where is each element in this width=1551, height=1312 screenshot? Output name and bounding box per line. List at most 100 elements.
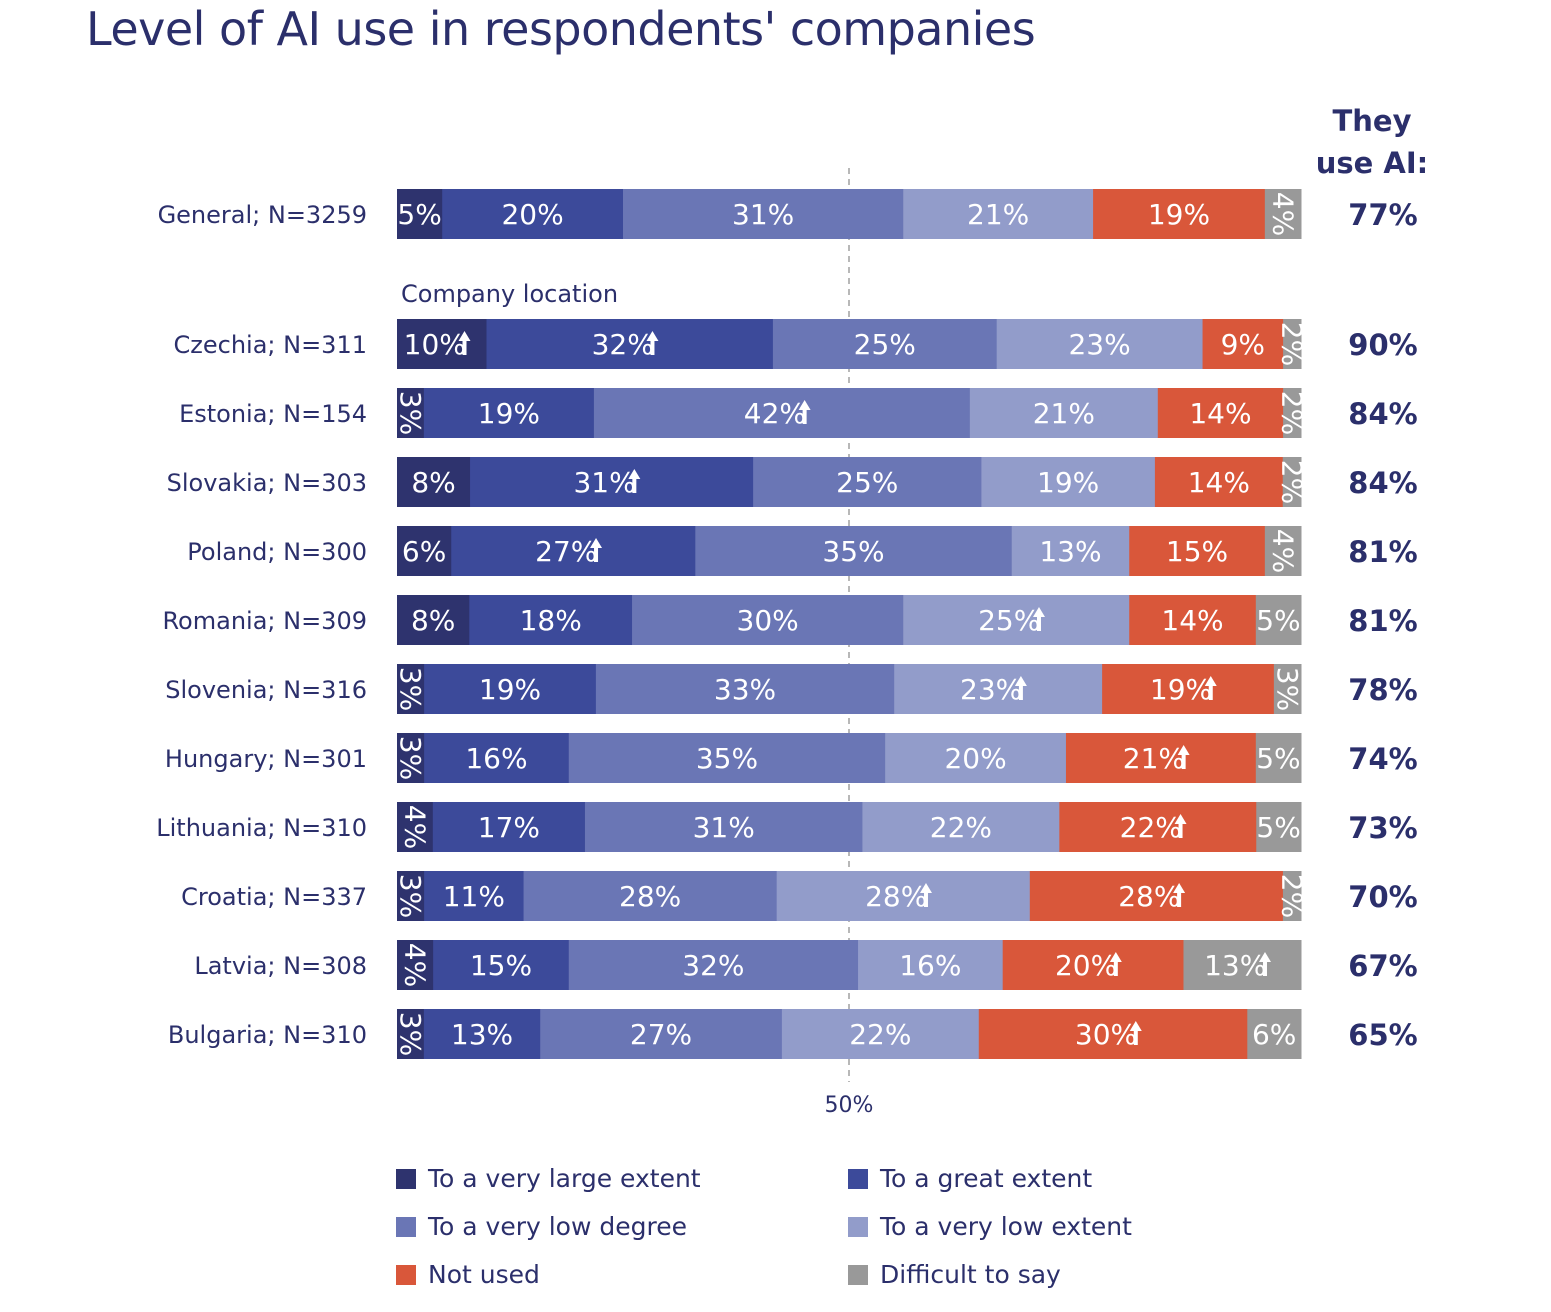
segment-label: 35% bbox=[822, 535, 884, 568]
segment-label: 28% bbox=[865, 880, 927, 913]
axis-marker-label: 50% bbox=[825, 1093, 874, 1118]
segment-label: 35% bbox=[696, 742, 758, 775]
bar-segment bbox=[523, 871, 778, 921]
segment-label: 27% bbox=[535, 535, 597, 568]
segment-label: 15% bbox=[1166, 535, 1228, 568]
segment-label: 20% bbox=[501, 198, 563, 231]
bar-segment bbox=[978, 1009, 1248, 1059]
segment-label: 13% bbox=[1039, 535, 1101, 568]
bar-segment bbox=[397, 319, 488, 369]
segment-label: 11% bbox=[443, 880, 505, 913]
significance-up-arrow-icon bbox=[1129, 1021, 1142, 1045]
category-label: Lithuania; N=310 bbox=[156, 814, 367, 842]
bar-segment bbox=[885, 733, 1067, 783]
legend-item: Difficult to say bbox=[848, 1260, 1061, 1289]
segment-label: 31% bbox=[573, 466, 635, 499]
segment-label: 2% bbox=[1275, 460, 1308, 504]
segment-label: 4% bbox=[1266, 192, 1299, 236]
bar-segment bbox=[568, 733, 886, 783]
chart-title: Level of AI use in respondents' companie… bbox=[86, 2, 1036, 56]
significance-up-arrow-icon bbox=[1258, 952, 1271, 976]
segment-label: 22% bbox=[930, 811, 992, 844]
total-label: 90% bbox=[1348, 328, 1417, 362]
bar-segment bbox=[1093, 189, 1266, 239]
category-label: Estonia; N=154 bbox=[179, 400, 367, 428]
legend-swatch bbox=[848, 1264, 868, 1285]
segment-label: 23% bbox=[960, 673, 1022, 706]
category-label: Poland; N=300 bbox=[187, 538, 367, 566]
bar-segment bbox=[397, 526, 452, 576]
significance-up-arrow-icon bbox=[1173, 883, 1186, 907]
significance-up-arrow-icon bbox=[628, 469, 641, 493]
bar-segment bbox=[470, 457, 754, 507]
bar-segment bbox=[623, 189, 904, 239]
bar-segment bbox=[632, 595, 904, 645]
bar-segment bbox=[1282, 457, 1302, 507]
bar-segment bbox=[397, 457, 471, 507]
legend-item: To a very large extent bbox=[396, 1164, 701, 1193]
segment-label: 10% bbox=[404, 328, 466, 361]
bar-row: Lithuania; N=310 4% 17% 31% 22% 22% 5% 73% bbox=[156, 802, 1418, 852]
bar-segment bbox=[397, 802, 434, 852]
total-header-line: They bbox=[1333, 104, 1412, 138]
bar-segment bbox=[1202, 319, 1284, 369]
segment-label: 5% bbox=[1256, 811, 1300, 844]
segment-label: 6% bbox=[402, 535, 446, 568]
segment-label: 19% bbox=[1150, 673, 1212, 706]
total-label: 84% bbox=[1348, 466, 1417, 500]
segment-label: 31% bbox=[732, 198, 794, 231]
segment-label: 3% bbox=[1271, 667, 1304, 711]
bar-segment bbox=[397, 595, 470, 645]
segment-label: 33% bbox=[714, 673, 776, 706]
segment-label: 4% bbox=[398, 805, 431, 849]
bar-segment bbox=[397, 664, 425, 714]
total-label: 65% bbox=[1348, 1018, 1417, 1052]
bar-segment bbox=[996, 319, 1204, 369]
stacked-bar-chart: 50% They use AI: Company location General; N… bbox=[156, 104, 1429, 1118]
segment-label: 8% bbox=[411, 604, 455, 637]
segment-label: 21% bbox=[1033, 397, 1095, 430]
segment-label: 23% bbox=[1068, 328, 1130, 361]
category-label: Croatia; N=337 bbox=[181, 883, 367, 911]
segment-label: 13% bbox=[1204, 949, 1266, 982]
total-label: 78% bbox=[1348, 673, 1417, 707]
segment-label: 5% bbox=[1256, 742, 1300, 775]
bar-row: Estonia; N=154 3% 19% 42% 21% 14% 2% 84% bbox=[179, 388, 1418, 438]
total-header-line: use AI: bbox=[1316, 146, 1429, 180]
bar-row: Czechia; N=311 10% 32% 25% 23% 9% 2% 90% bbox=[174, 319, 1418, 369]
bar-segment bbox=[858, 940, 1004, 990]
bar-row: Romania; N=309 8% 18% 30% 25% 14% 5% 81% bbox=[162, 595, 1418, 645]
significance-up-arrow-icon bbox=[1204, 676, 1217, 700]
segment-label: 13% bbox=[451, 1018, 513, 1051]
segment-label: 4% bbox=[1266, 529, 1299, 573]
legend-label: To a very low extent bbox=[880, 1212, 1132, 1241]
segment-label: 18% bbox=[520, 604, 582, 637]
segment-label: 3% bbox=[394, 736, 427, 780]
segment-label: 22% bbox=[1120, 811, 1182, 844]
legend-swatch bbox=[396, 1216, 416, 1237]
legend-label: Not used bbox=[428, 1260, 540, 1289]
segment-label: 15% bbox=[470, 949, 532, 982]
significance-up-arrow-icon bbox=[458, 331, 471, 355]
bar-segment bbox=[1247, 1009, 1302, 1059]
category-label: Slovakia; N=303 bbox=[167, 469, 367, 497]
segment-label: 31% bbox=[693, 811, 755, 844]
significance-up-arrow-icon bbox=[1014, 676, 1027, 700]
bar-segment bbox=[568, 940, 859, 990]
segment-label: 19% bbox=[478, 397, 540, 430]
bar-segment bbox=[772, 319, 998, 369]
legend-swatch bbox=[396, 1168, 416, 1189]
bar-segment bbox=[1273, 664, 1302, 714]
bar-row: Bulgaria; N=310 3% 13% 27% 22% 30% 6% 65% bbox=[168, 1009, 1418, 1059]
bar-segment bbox=[981, 457, 1156, 507]
category-label: Hungary; N=301 bbox=[165, 745, 367, 773]
category-label: Bulgaria; N=310 bbox=[168, 1021, 367, 1049]
segment-label: 2% bbox=[1275, 874, 1308, 918]
bar-row: Poland; N=300 6% 27% 35% 13% 15% 4% 81% bbox=[187, 526, 1418, 576]
segment-label: 28% bbox=[1118, 880, 1180, 913]
bar-segment bbox=[1283, 319, 1302, 369]
segment-label: 42% bbox=[744, 397, 806, 430]
bar-segment bbox=[584, 802, 863, 852]
bar-segment bbox=[903, 595, 1130, 645]
bar-segment bbox=[1255, 595, 1302, 645]
